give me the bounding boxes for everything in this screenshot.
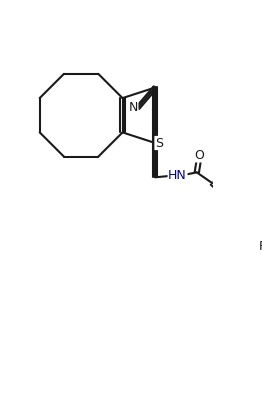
Text: HN: HN bbox=[168, 169, 187, 182]
Text: S: S bbox=[155, 137, 163, 150]
Text: N: N bbox=[128, 101, 138, 114]
Text: F: F bbox=[259, 240, 262, 253]
Text: O: O bbox=[194, 149, 204, 162]
